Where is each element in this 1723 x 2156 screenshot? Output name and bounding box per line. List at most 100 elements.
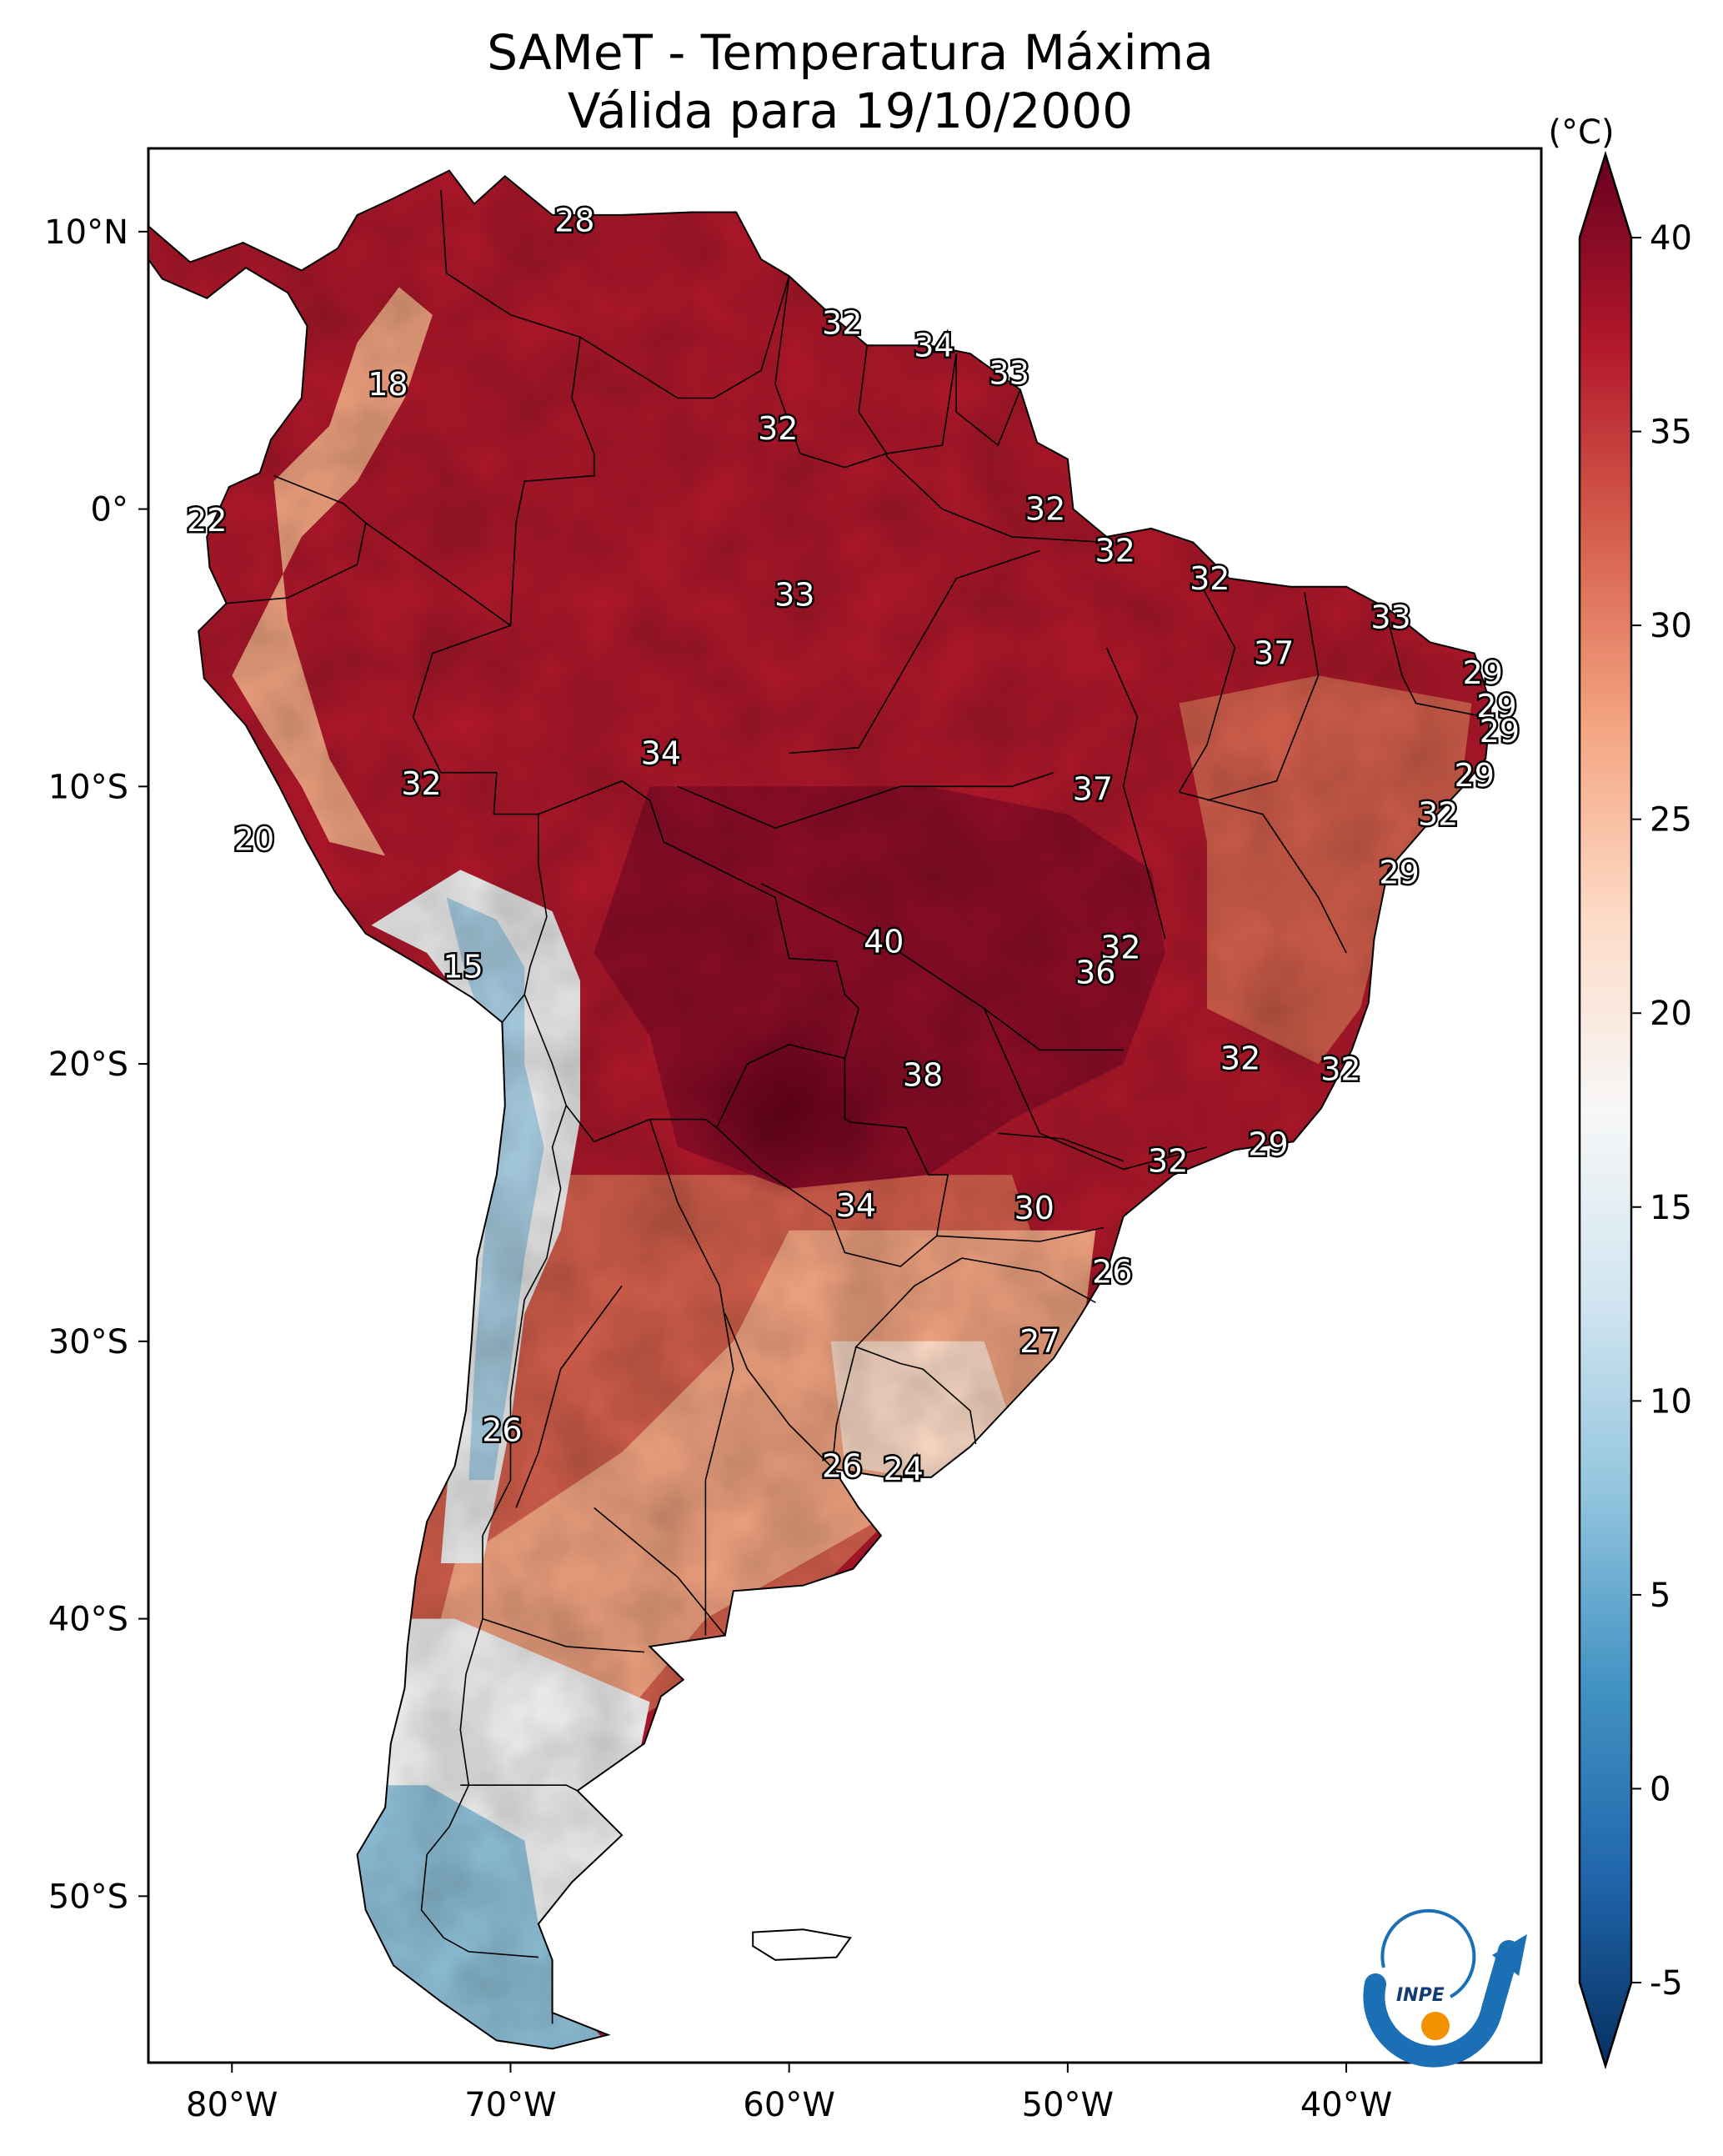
temperature-value-label: 29 xyxy=(1480,713,1520,750)
colorbar-tick-label: 10 xyxy=(1650,1382,1692,1421)
temperature-value-label: 32 xyxy=(1025,491,1065,528)
colorbar-tick-label: 20 xyxy=(1650,995,1692,1033)
temperature-value-label: 38 xyxy=(903,1056,943,1093)
temperature-value-label: 32 xyxy=(758,410,798,447)
falkland-islands xyxy=(752,1928,852,1961)
temperature-value-label: 32 xyxy=(1320,1051,1360,1088)
temperature-value-label: 20 xyxy=(234,821,274,858)
temperature-value-label: 22 xyxy=(187,502,227,539)
temperature-value-label: 15 xyxy=(443,949,483,985)
temperature-value-label: 32 xyxy=(1220,1040,1260,1076)
latitude-tick-label: 10°N xyxy=(44,213,128,252)
temperature-value-label: 32 xyxy=(1148,1143,1188,1180)
border-line xyxy=(936,1226,1104,1242)
temperature-value-label: 33 xyxy=(774,577,814,614)
border-line xyxy=(677,771,1054,830)
border-line xyxy=(1105,647,1166,940)
border-line xyxy=(833,1346,857,1452)
border-line xyxy=(858,345,957,454)
temperature-value-label: 26 xyxy=(482,1411,522,1448)
border-line xyxy=(420,1105,568,1958)
temperature-value-label: 34 xyxy=(641,735,681,771)
temperature-value-label: 34 xyxy=(914,327,954,364)
temperature-value-label: 34 xyxy=(836,1187,876,1224)
temperature-value-label: 40 xyxy=(864,924,904,960)
inpe-logo-text: INPE xyxy=(1396,1985,1445,2006)
border-line xyxy=(886,455,1107,544)
border-line xyxy=(226,474,367,604)
border-line xyxy=(1179,791,1347,954)
longitude-tick-label: 80°W xyxy=(186,2086,278,2124)
temperature-value-label: 32 xyxy=(822,305,862,342)
latitude-tick-label: 0° xyxy=(91,491,128,529)
temperature-value-label: 29 xyxy=(1248,1126,1288,1163)
longitude-tick-label: 50°W xyxy=(1022,2086,1114,2124)
border-line xyxy=(998,1132,1124,1162)
border-line xyxy=(789,549,1040,755)
temperature-value-label: 28 xyxy=(554,203,594,239)
colorbar: 40 35 30 25 20 15 10 5 0 -5 (°C) xyxy=(1548,113,1692,2070)
border-line xyxy=(482,1617,644,1653)
inpe-logo-icon: INPE xyxy=(1363,1908,1527,2068)
temperature-value-label: 32 xyxy=(1095,533,1135,569)
border-line xyxy=(854,1257,977,1445)
temperature-value-label: 29 xyxy=(1463,654,1503,691)
latitude-tick-label: 40°S xyxy=(48,1601,128,1639)
border-line xyxy=(955,353,1021,447)
border-line xyxy=(523,994,845,1143)
border-line xyxy=(983,1008,1208,1171)
border-line xyxy=(579,275,790,399)
temperature-value-label: 29 xyxy=(1455,757,1495,794)
border-line xyxy=(594,1507,726,1637)
colorbar-tick-label: 30 xyxy=(1650,607,1692,645)
colorbar-ticks: 40 35 30 25 20 15 10 5 0 -5 xyxy=(1631,219,1692,2003)
colorbar-unit-label: (°C) xyxy=(1548,113,1614,152)
border-line xyxy=(538,780,860,1059)
temperature-value-label: 29 xyxy=(1476,688,1516,725)
border-line xyxy=(724,1313,834,1470)
map-title: SAMeT - Temperatura Máxima Válida para 1… xyxy=(0,23,1700,140)
map-title-line1: SAMeT - Temperatura Máxima xyxy=(487,24,1214,81)
latitude-tick-label: 20°S xyxy=(48,1045,128,1084)
temperature-value-label: 32 xyxy=(401,765,441,802)
latitude-tick-label: 50°S xyxy=(48,1878,128,1916)
colorbar-tick-label: 5 xyxy=(1650,1577,1670,1615)
border-line xyxy=(460,1784,579,1792)
colorbar-tick-label: 0 xyxy=(1650,1770,1670,1808)
latitude-tick-label: 30°S xyxy=(48,1323,128,1361)
colorbar-tick-label: -5 xyxy=(1650,1964,1683,2003)
temperature-value-label: 27 xyxy=(1019,1323,1059,1360)
temperature-value-label: 37 xyxy=(1254,635,1294,672)
temperature-value-label: 33 xyxy=(1370,599,1410,635)
border-line xyxy=(1206,592,1320,801)
temperature-value-label: 33 xyxy=(989,355,1029,392)
border-line xyxy=(365,522,548,1023)
temperature-value-label: 24 xyxy=(884,1451,924,1487)
map-title-line2: Válida para 19/10/2000 xyxy=(567,83,1134,139)
border-line xyxy=(440,189,595,626)
border-line xyxy=(649,1119,734,1636)
temperature-value-label: 30 xyxy=(1014,1190,1054,1226)
temperature-value-label: 37 xyxy=(1073,771,1113,808)
longitude-tick-label: 70°W xyxy=(464,2086,556,2124)
border-line xyxy=(716,1127,938,1267)
temperature-value-label: 32 xyxy=(1190,560,1230,597)
colorbar-body xyxy=(1578,150,1633,2070)
longitude-tick-labels: 80°W 70°W 60°W 50°W 40°W xyxy=(186,2063,1392,2124)
colorbar-tick-label: 15 xyxy=(1650,1189,1692,1227)
border-line xyxy=(961,1257,1096,1304)
temperature-value-label: 36 xyxy=(1075,954,1115,990)
border-line xyxy=(515,1285,623,1508)
temperature-value-label: 29 xyxy=(1379,855,1419,891)
longitude-tick-label: 60°W xyxy=(743,2086,834,2124)
border-line xyxy=(844,1058,949,1236)
border-line xyxy=(1178,569,1236,793)
temperature-value-label: 32 xyxy=(1100,929,1140,965)
temperature-value-label: 18 xyxy=(368,366,408,403)
border-line xyxy=(1387,619,1486,718)
temperature-value-label: 26 xyxy=(1092,1254,1132,1291)
country-borders xyxy=(226,189,1486,2024)
latitude-tick-label: 10°S xyxy=(48,768,128,806)
